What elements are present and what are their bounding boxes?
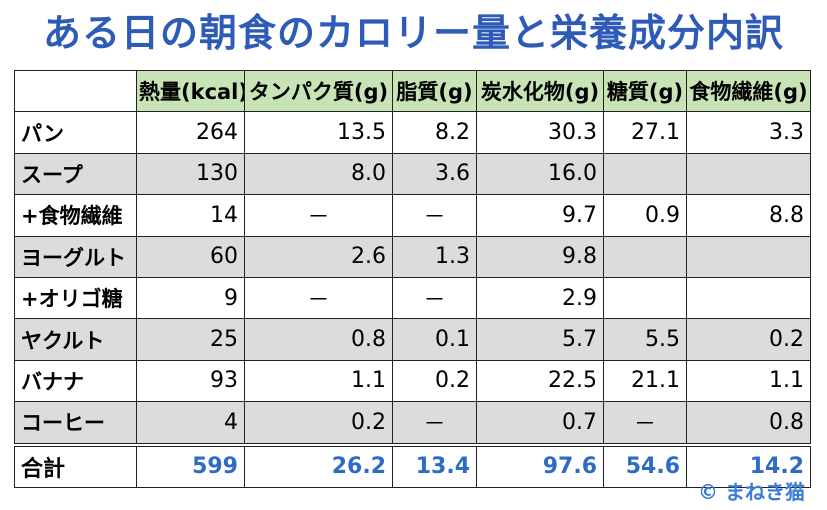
cell-protein: 0.8 [244, 318, 393, 361]
cell-fiber [686, 276, 811, 320]
cell-protein: 2.6 [244, 235, 393, 278]
cell-sugar: 21.1 [603, 359, 687, 403]
cell-protein: 13.5 [244, 111, 393, 154]
table-row: コーヒー 4 0.2 － 0.7 － 0.8 [14, 401, 811, 446]
cell-carbohydrate: 0.7 [476, 401, 604, 446]
cell-fiber [686, 152, 811, 196]
cell-fiber [686, 235, 811, 278]
cell-sugar [603, 152, 687, 196]
cell-calories: 264 [136, 111, 245, 154]
cell-carbohydrate: 5.7 [476, 318, 604, 361]
cell-fiber: 8.8 [686, 194, 811, 237]
column-header-calories: 熱量(kcal) [136, 69, 245, 113]
column-header-sugar: 糖質(g) [603, 69, 687, 113]
total-label: 合計 [14, 442, 137, 488]
cell-fiber: 0.8 [686, 401, 811, 446]
table-row: +オリゴ糖 9 － － 2.9 [14, 276, 811, 320]
nutrition-table: 熱量(kcal) タンパク質(g) 脂質(g) 炭水化物(g) 糖質(g) 食物… [14, 69, 811, 488]
cell-carbohydrate: 9.8 [476, 235, 604, 278]
corner-cell [14, 69, 137, 113]
food-name: バナナ [14, 359, 137, 403]
cell-carbohydrate: 2.9 [476, 276, 604, 320]
total-fiber: 14.2 [686, 442, 811, 488]
cell-protein: 0.2 [244, 401, 393, 446]
table-row: +食物繊維 14 － － 9.7 0.9 8.8 [14, 194, 811, 237]
header-row: 熱量(kcal) タンパク質(g) 脂質(g) 炭水化物(g) 糖質(g) 食物… [14, 69, 811, 113]
column-header-protein: タンパク質(g) [244, 69, 393, 113]
cell-protein: 8.0 [244, 152, 393, 196]
table-row: バナナ 93 1.1 0.2 22.5 21.1 1.1 [14, 359, 811, 403]
total-calories: 599 [136, 442, 245, 488]
cell-fiber: 1.1 [686, 359, 811, 403]
cell-protein: － [244, 194, 393, 237]
table-row: ヤクルト 25 0.8 0.1 5.7 5.5 0.2 [14, 318, 811, 361]
page-title: ある日の朝食のカロリー量と栄養成分内訳 [42, 11, 784, 55]
cell-sugar [603, 235, 687, 278]
cell-fiber: 0.2 [686, 318, 811, 361]
column-header-fat: 脂質(g) [392, 69, 477, 113]
cell-calories: 93 [136, 359, 245, 403]
table-row: パン 264 13.5 8.2 30.3 27.1 3.3 [14, 111, 811, 154]
cell-fat: － [392, 401, 477, 446]
cell-calories: 14 [136, 194, 245, 237]
cell-carbohydrate: 22.5 [476, 359, 604, 403]
food-name: パン [14, 111, 137, 154]
food-name: ヤクルト [14, 318, 137, 361]
copyright-credit: © まねき猫 [698, 480, 805, 504]
cell-calories: 60 [136, 235, 245, 278]
cell-carbohydrate: 9.7 [476, 194, 604, 237]
food-name: スープ [14, 152, 137, 196]
cell-calories: 25 [136, 318, 245, 361]
cell-carbohydrate: 30.3 [476, 111, 604, 154]
cell-sugar: 0.9 [603, 194, 687, 237]
cell-fat: － [392, 194, 477, 237]
cell-protein: 1.1 [244, 359, 393, 403]
total-carbohydrate: 97.6 [476, 442, 604, 488]
table-row: ヨーグルト 60 2.6 1.3 9.8 [14, 235, 811, 278]
food-name: コーヒー [14, 401, 137, 446]
table-row: スープ 130 8.0 3.6 16.0 [14, 152, 811, 196]
food-name: +オリゴ糖 [14, 276, 137, 320]
cell-protein: － [244, 276, 393, 320]
column-header-fiber: 食物繊維(g) [686, 69, 811, 113]
total-fat: 13.4 [392, 442, 477, 488]
cell-fat: 0.1 [392, 318, 477, 361]
cell-calories: 130 [136, 152, 245, 196]
cell-fat: 3.6 [392, 152, 477, 196]
column-header-carbohydrate: 炭水化物(g) [476, 69, 604, 113]
cell-carbohydrate: 16.0 [476, 152, 604, 196]
food-name: +食物繊維 [14, 194, 137, 237]
total-sugar: 54.6 [603, 442, 687, 488]
food-name: ヨーグルト [14, 235, 137, 278]
cell-calories: 4 [136, 401, 245, 446]
cell-sugar: 27.1 [603, 111, 687, 154]
cell-sugar: 5.5 [603, 318, 687, 361]
cell-calories: 9 [136, 276, 245, 320]
cell-sugar [603, 276, 687, 320]
cell-fat: 0.2 [392, 359, 477, 403]
cell-fiber: 3.3 [686, 111, 811, 154]
total-row: 合計 599 26.2 13.4 97.6 54.6 14.2 [14, 442, 811, 488]
cell-fat: 1.3 [392, 235, 477, 278]
cell-fat: － [392, 276, 477, 320]
total-protein: 26.2 [244, 442, 393, 488]
cell-fat: 8.2 [392, 111, 477, 154]
cell-sugar: － [603, 401, 687, 446]
